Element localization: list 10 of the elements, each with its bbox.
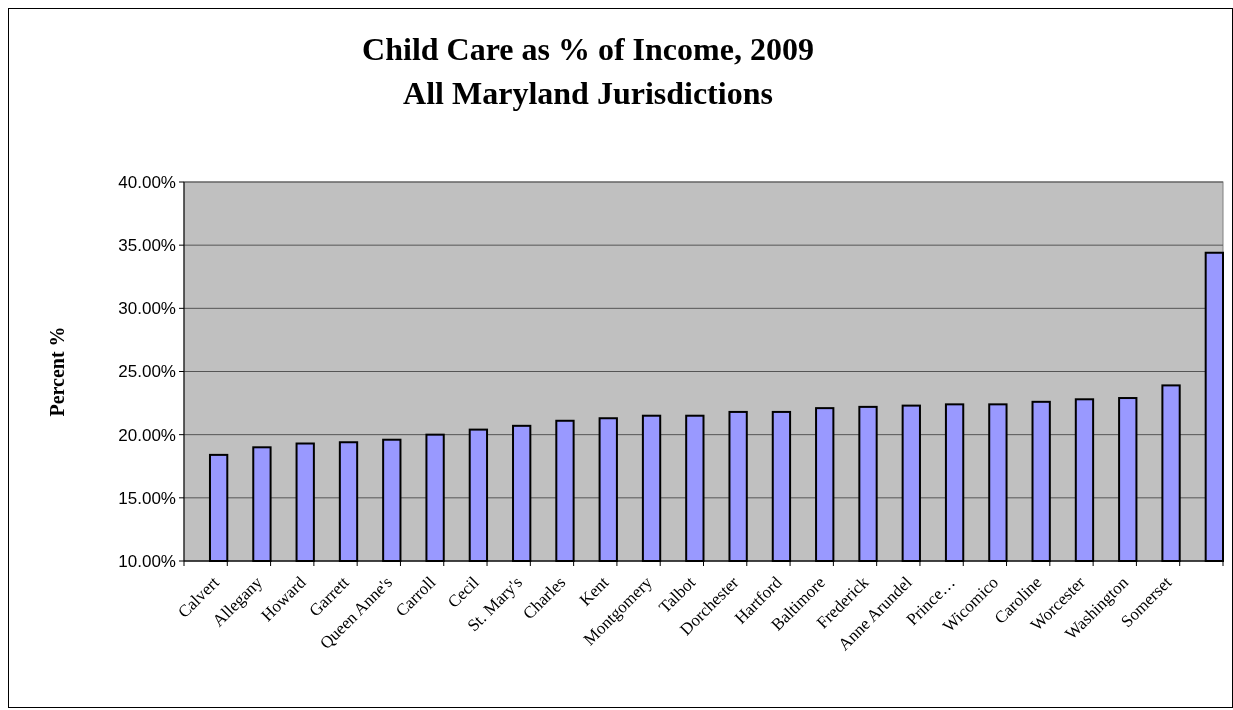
y-axis-title: Percent % xyxy=(46,326,68,417)
y-tick-label: 15.00% xyxy=(118,488,176,508)
y-tick-label: 40.00% xyxy=(118,172,176,192)
y-tick-label: 25.00% xyxy=(118,362,176,382)
y-tick-label: 20.00% xyxy=(118,425,176,445)
y-tick-label: 10.00% xyxy=(118,551,176,571)
y-tick-label: 30.00% xyxy=(118,299,176,319)
chart-title: Child Care as % of Income, 2009 xyxy=(362,31,814,67)
chart-subtitle: All Maryland Jurisdictions xyxy=(403,75,773,111)
y-tick-label: 35.00% xyxy=(118,236,176,256)
